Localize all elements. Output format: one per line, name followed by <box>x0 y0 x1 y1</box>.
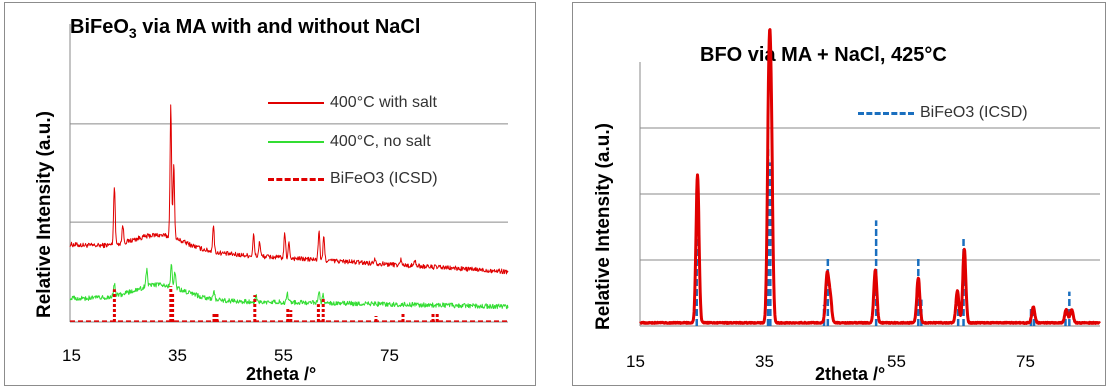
legend-swatch <box>268 141 324 143</box>
series-line-series-1 <box>638 28 1102 325</box>
x-axis-label: 2theta /° <box>246 364 317 384</box>
legend-label: 400°C, no salt <box>330 133 431 150</box>
y-axis-label: Relative Intensity (a.u.) <box>34 111 55 318</box>
x-axis-label: 2theta /° <box>815 364 886 384</box>
legend-label: BiFeO3 (ICSD) <box>920 104 1028 121</box>
x-tick-label: 55 <box>887 352 906 371</box>
chart-plot-area <box>69 24 509 323</box>
chart-panel-salt-comparison: BiFeO3 via MA with and without NaCl Rela… <box>0 0 540 386</box>
x-tick-label: 15 <box>62 346 81 365</box>
y-axis-label: Relative Intensity (a.u.) <box>593 123 614 330</box>
legend-item-with-salt: 400°C with salt <box>268 94 437 112</box>
x-tick-label: 35 <box>755 352 774 371</box>
legend-item-no-salt: 400°C, no salt <box>268 133 431 151</box>
x-tick-label: 55 <box>274 346 293 365</box>
legend-swatch <box>268 102 324 104</box>
x-tick-label: 75 <box>380 346 399 365</box>
legend-label: 400°C with salt <box>330 94 437 111</box>
legend-swatch <box>858 111 914 115</box>
legend-label: BiFeO3 (ICSD) <box>330 170 438 187</box>
x-tick-label: 35 <box>168 346 187 365</box>
legend-item-icsd: BiFeO3 (ICSD) <box>858 104 1028 122</box>
x-tick-label: 75 <box>1016 352 1035 371</box>
series-line-400-c-with-salt <box>69 104 509 275</box>
chart-plot-area <box>638 28 1102 327</box>
legend-item-icsd: BiFeO3 (ICSD) <box>268 170 438 188</box>
series-line-400-c-no-salt <box>69 263 509 310</box>
chart-title: BFO via MA + NaCl, 425°C <box>700 44 947 66</box>
chart-title: BiFeO3 via MA with and without NaCl <box>70 16 421 41</box>
legend-swatch <box>268 177 324 181</box>
x-tick-label: 15 <box>626 352 645 371</box>
chart-panel-425c: BFO via MA + NaCl, 425°C Relative Intens… <box>570 0 1110 386</box>
